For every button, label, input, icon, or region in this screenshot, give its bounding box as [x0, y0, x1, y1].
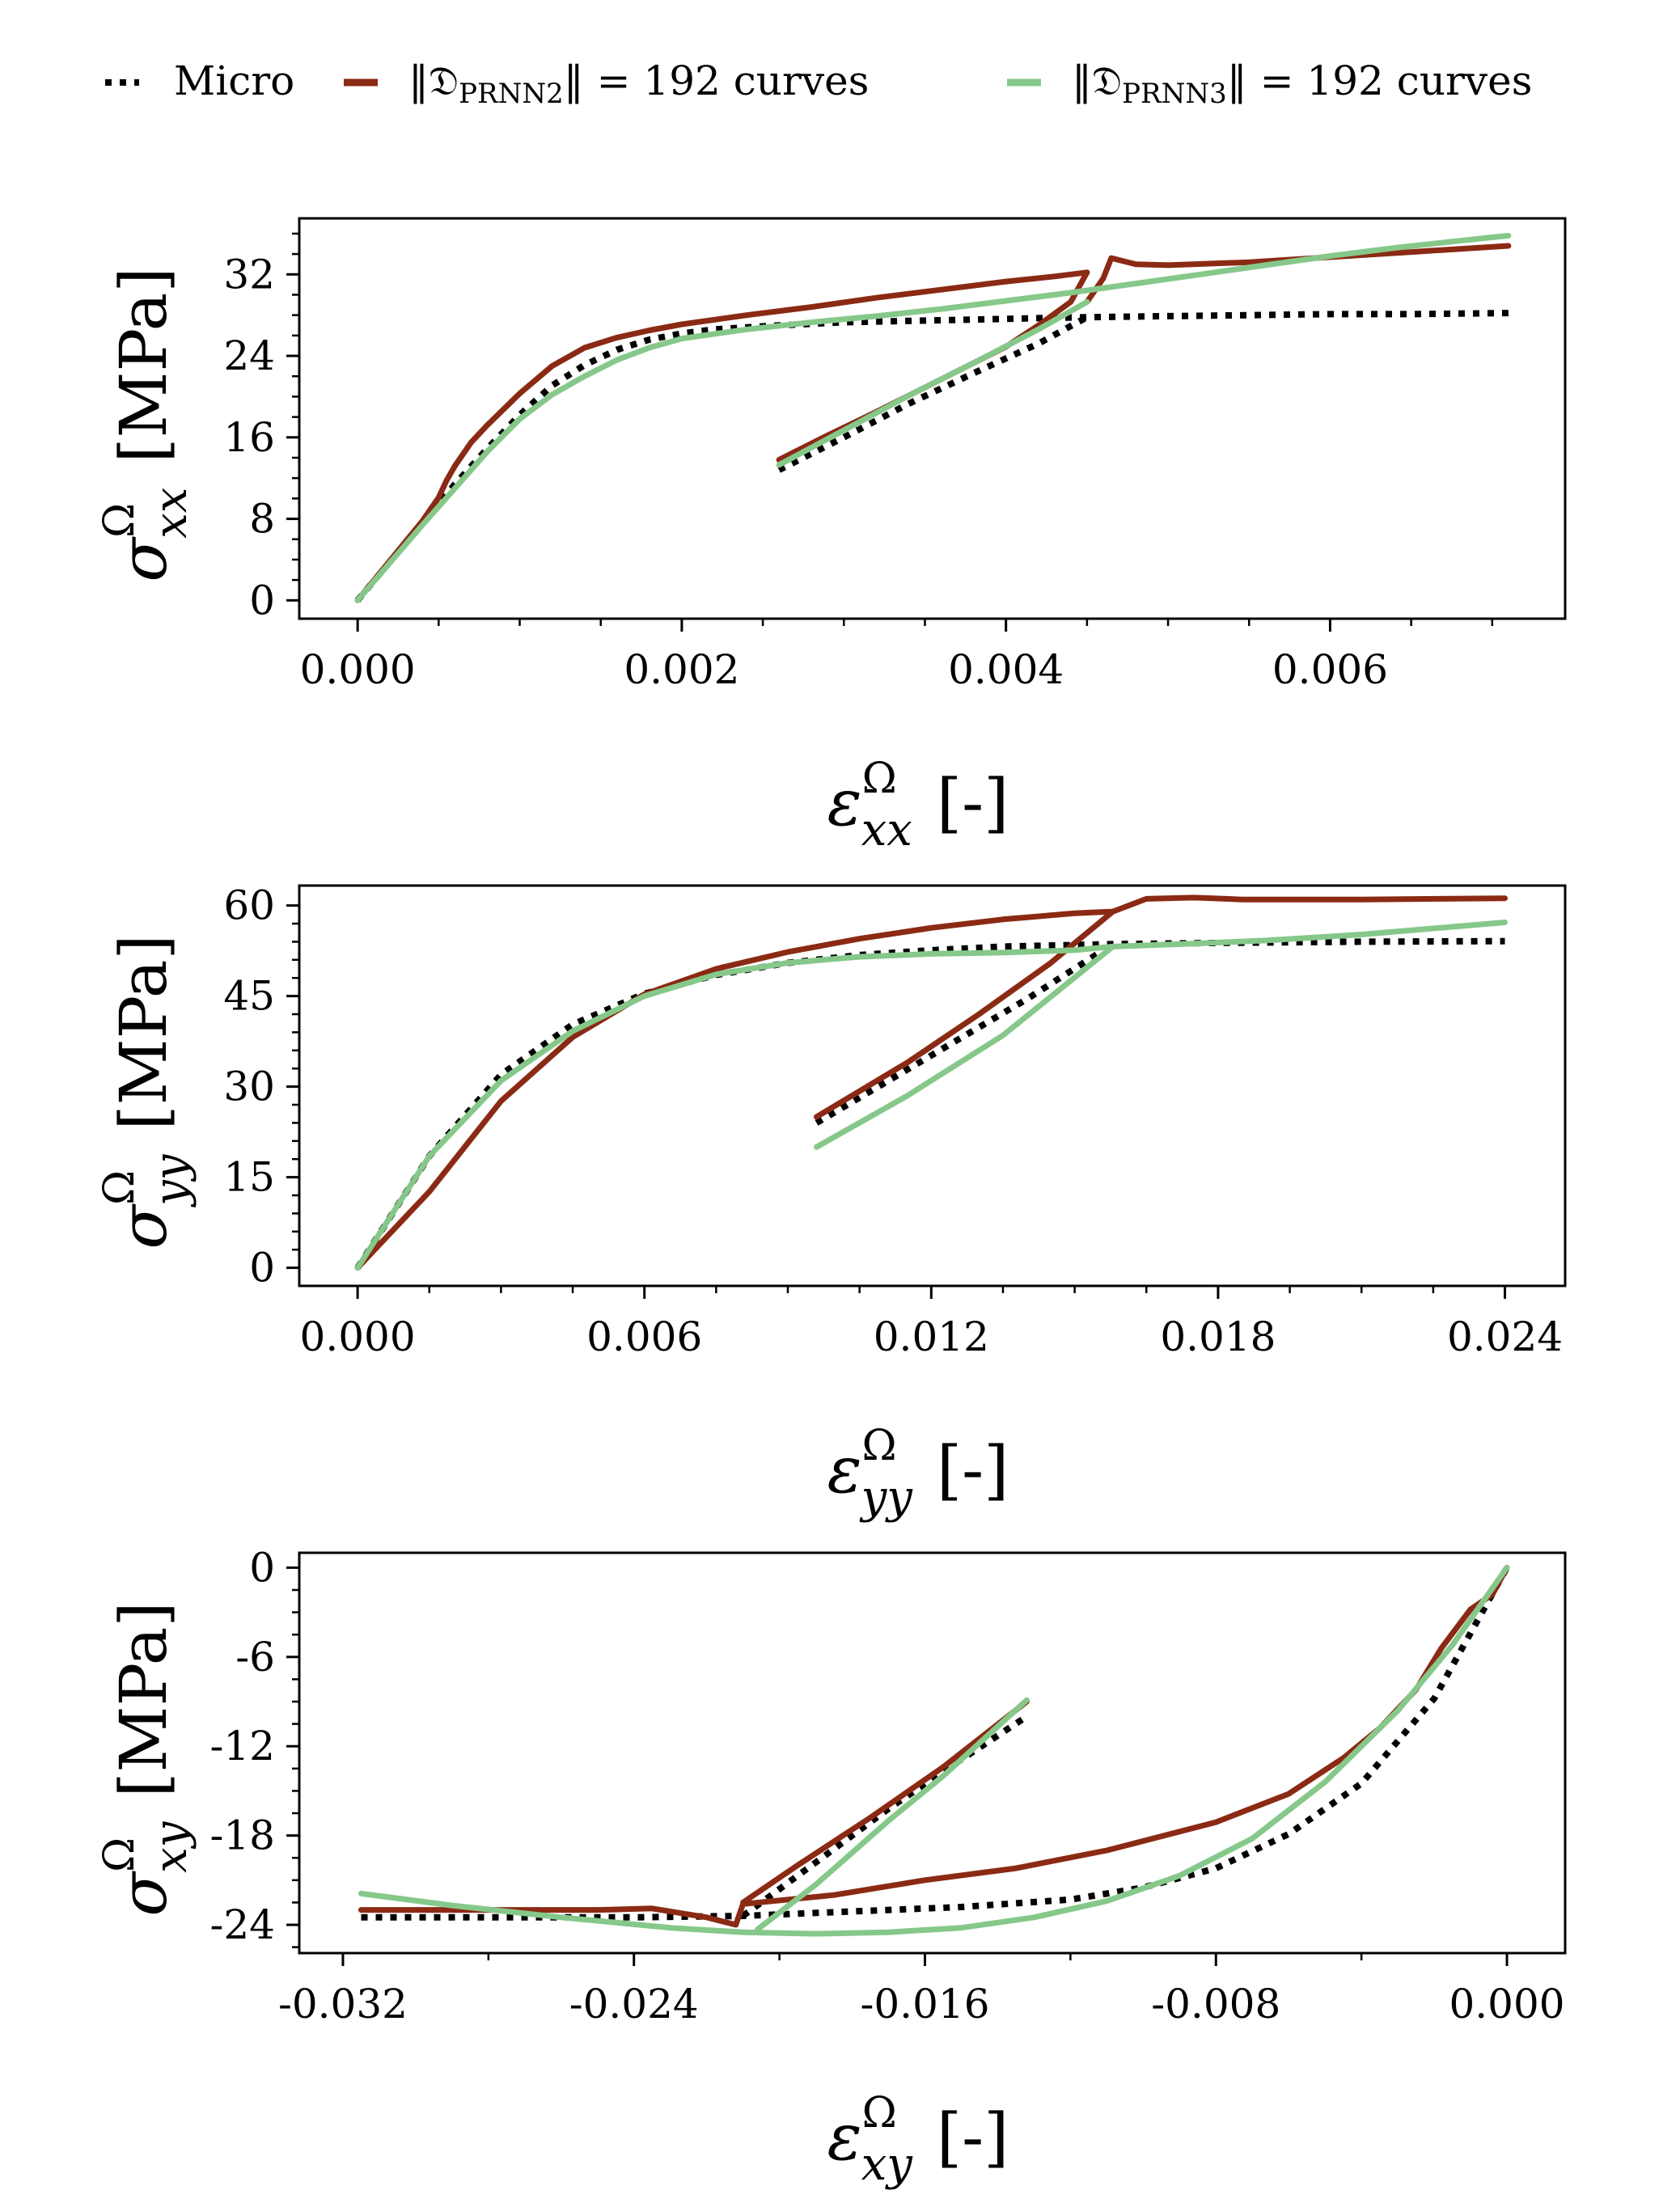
legend: Micro ‖𝔇PRNN2‖ = 192 curves ‖𝔇PRNN3‖ = 1… [105, 57, 1532, 110]
x-tick-label: -0.008 [1151, 1981, 1280, 2028]
chart-sigma-xy: -0.032 -0.024 -0.016 -0.008 0.000 0 -6 -12 -18 -2… [95, 1544, 1567, 2191]
x-tick-label: 0.000 [1449, 1981, 1564, 2028]
y-tick-label: 32 [223, 251, 275, 298]
legend-label-prnn2: ‖𝔇PRNN2‖ = 192 curves [408, 57, 869, 110]
legend-entry-micro: Micro [105, 57, 294, 104]
plot-area [298, 884, 1567, 1288]
series-line-prnn2 [354, 243, 1512, 603]
y-tick-label: 15 [223, 1154, 275, 1201]
y-tick-label: 0 [249, 577, 275, 624]
series-line-prnn2 [354, 894, 1508, 1271]
tick-labels: 0.000 0.006 0.012 0.018 0.024 0 15 30 45 60 [223, 882, 1563, 1360]
x-axis-label: εΩ xx [-] [827, 755, 1009, 856]
tick-marks [286, 232, 1494, 632]
y-axis-label: σΩxy[MPa] [95, 1601, 197, 1916]
x-tick-label: 0.002 [624, 646, 739, 693]
y-tick-label: -12 [209, 1723, 275, 1770]
chart-sigma-xx: 0.000 0.002 0.004 0.006 0 8 16 24 32 εΩ xx [-] σΩx… [95, 217, 1567, 856]
y-tick-label: -18 [209, 1812, 275, 1859]
y-tick-label: 0 [249, 1544, 275, 1591]
legend-label-prnn3: ‖𝔇PRNN3‖ = 192 curves [1072, 57, 1532, 110]
x-tick-label: 0.000 [300, 646, 416, 693]
tick-labels: -0.032 -0.024 -0.016 -0.008 0.000 0 -6 -12 -18 -2… [209, 1544, 1564, 2028]
plot-area [298, 217, 1567, 620]
plot-frame [298, 217, 1567, 620]
y-tick-label: -24 [209, 1901, 275, 1948]
series-line-micro [355, 310, 1509, 603]
plot-frame [298, 884, 1567, 1288]
plot-frame [298, 1551, 1567, 1955]
tick-marks [286, 904, 1507, 1299]
y-tick-label: 8 [249, 496, 275, 543]
series-line-prnn3 [354, 920, 1508, 1271]
tick-marks [286, 1566, 1509, 1966]
y-tick-label: 24 [223, 332, 275, 379]
chart-sigma-yy: 0.000 0.006 0.012 0.018 0.024 0 15 30 45 60 εΩ yy[… [95, 882, 1567, 1524]
x-tick-label: 0.004 [948, 646, 1064, 693]
y-tick-label: 16 [223, 414, 275, 461]
series-line-prnn3 [354, 232, 1512, 603]
x-tick-label: 0.018 [1160, 1313, 1276, 1360]
x-tick-label: 0.024 [1447, 1313, 1563, 1360]
y-tick-label: 0 [249, 1245, 275, 1292]
series-line-micro [361, 1566, 1510, 1921]
legend-entry-prnn2: ‖𝔇PRNN2‖ = 192 curves [344, 57, 869, 110]
y-tick-label: 30 [223, 1063, 275, 1110]
x-tick-label: 0.006 [1272, 646, 1388, 693]
series-line-micro [354, 937, 1505, 1270]
x-tick-label: 0.000 [300, 1313, 416, 1360]
legend-label-micro: Micro [174, 57, 294, 104]
x-tick-label: -0.016 [860, 1981, 989, 2028]
x-axis-label: εΩ xy [-] [827, 2089, 1009, 2191]
x-axis-label: εΩ yy [-] [827, 1422, 1009, 1524]
series-line-prnn3 [358, 1564, 1510, 1937]
x-tick-label: 0.006 [586, 1313, 702, 1360]
y-axis-label: σΩyy[MPa] [95, 934, 197, 1249]
x-tick-label: -0.024 [569, 1981, 699, 2028]
tick-labels: 0.000 0.002 0.004 0.006 0 8 16 24 32 [223, 251, 1388, 693]
y-tick-label: -6 [235, 1634, 275, 1681]
x-tick-label: 0.012 [874, 1313, 989, 1360]
legend-entry-prnn3: ‖𝔇PRNN3‖ = 192 curves [1007, 57, 1532, 110]
y-tick-label: 60 [223, 882, 275, 929]
y-tick-label: 45 [223, 973, 275, 1020]
y-axis-label: σΩxx[MPa] [95, 267, 197, 581]
x-tick-label: -0.032 [278, 1981, 408, 2028]
plot-area [298, 1551, 1567, 1955]
series-line-prnn2 [358, 1564, 1510, 1928]
